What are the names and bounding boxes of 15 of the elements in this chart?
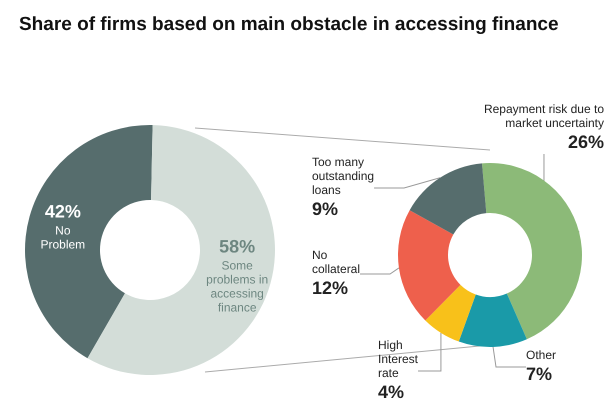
data-label: 26% (568, 132, 604, 152)
slice-label: Repayment risk due to market uncertainty (484, 102, 604, 130)
data-label: 12% (312, 278, 348, 298)
slice-label: Too many outstanding loans (312, 155, 374, 197)
chart-title: Share of firms based on main obstacle in accessing finance (19, 14, 559, 35)
slice-label: No Problem (40, 224, 86, 252)
slice-label: High Interest rate (378, 338, 419, 380)
data-label: 7% (526, 364, 552, 384)
slice-label: Some problems in accessing finance (206, 258, 268, 314)
data-label: 9% (312, 199, 338, 219)
data-label: 42% (44, 202, 81, 222)
data-label: 4% (378, 382, 404, 402)
slice-label: No collateral (312, 248, 360, 276)
slice-label: Other (526, 348, 556, 362)
data-label: 58% (219, 236, 256, 256)
